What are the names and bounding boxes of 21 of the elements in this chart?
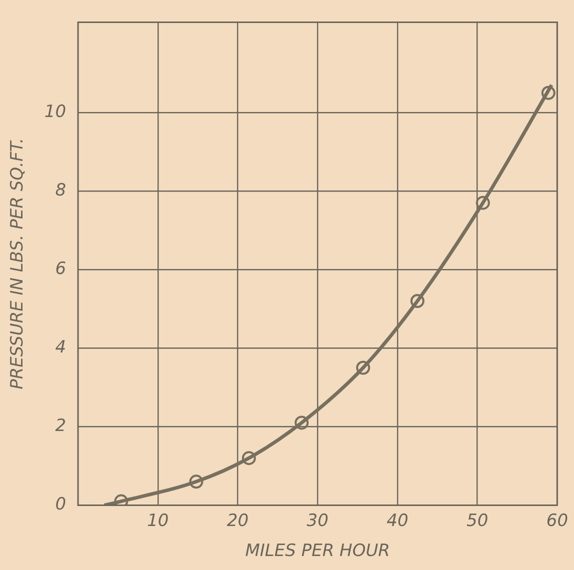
y-tick-label: 8 xyxy=(55,180,66,200)
y-tick-label: 0 xyxy=(55,494,66,515)
point xyxy=(294,416,309,430)
x-tick-label: 20 xyxy=(226,510,249,531)
x-tick-label: 30 xyxy=(306,510,328,531)
point xyxy=(476,196,490,210)
point xyxy=(242,451,256,466)
point xyxy=(541,86,556,100)
y-tick-label: 4 xyxy=(55,338,66,358)
point xyxy=(356,360,370,375)
y-tick-label: 2 xyxy=(55,416,66,436)
y-axis-title: PRESSURE IN LBS. PER SQ.FT. xyxy=(8,138,28,390)
x-axis-title: MILES PER HOUR xyxy=(245,541,390,562)
x-tick-label: 40 xyxy=(386,510,408,531)
point xyxy=(189,474,204,489)
x-tick-label: 60 xyxy=(546,510,568,531)
x-tick-label: 50 xyxy=(466,510,488,531)
y-tick-label: 6 xyxy=(55,259,66,280)
x-tick-label: 10 xyxy=(147,510,169,531)
y-tick-label: 10 xyxy=(44,102,66,122)
point xyxy=(410,294,424,308)
